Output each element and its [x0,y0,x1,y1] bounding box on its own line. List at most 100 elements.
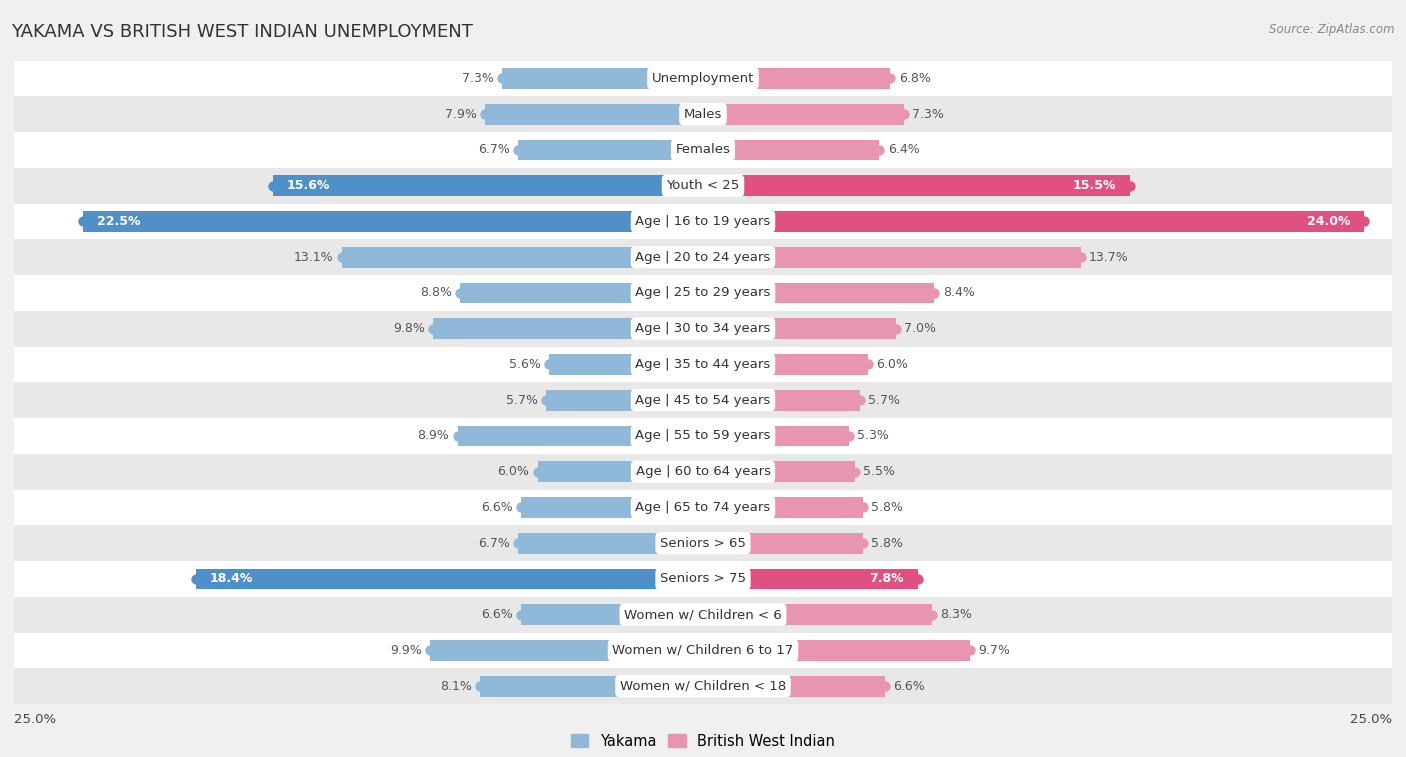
Bar [703,282,935,304]
Point [844,466,866,478]
Point [1119,179,1142,192]
Point [72,216,94,228]
Text: Females: Females [675,143,731,157]
Bar [14,490,1392,525]
Bar [703,211,1364,232]
Bar [14,204,1392,239]
Bar [519,533,703,553]
Bar [14,132,1392,168]
Text: Age | 30 to 34 years: Age | 30 to 34 years [636,322,770,335]
Text: Women w/ Children < 18: Women w/ Children < 18 [620,680,786,693]
Text: 15.6%: 15.6% [287,179,330,192]
Bar [14,311,1392,347]
Text: Youth < 25: Youth < 25 [666,179,740,192]
Point [526,466,548,478]
Text: 6.0%: 6.0% [498,465,530,478]
Bar [703,676,884,696]
Point [330,251,353,263]
Bar [703,68,890,89]
Text: 7.0%: 7.0% [904,322,936,335]
Text: 6.7%: 6.7% [478,537,510,550]
Text: 6.4%: 6.4% [887,143,920,157]
Text: 6.7%: 6.7% [478,143,510,157]
Text: 5.8%: 5.8% [872,501,903,514]
Point [879,73,901,85]
Bar [703,497,863,518]
Bar [485,104,703,125]
Bar [14,61,1392,96]
Bar [522,604,703,625]
Bar [703,425,849,447]
Point [534,394,557,407]
Bar [479,676,703,696]
Text: 7.8%: 7.8% [869,572,904,585]
Text: 13.1%: 13.1% [294,251,333,263]
Text: Age | 25 to 29 years: Age | 25 to 29 years [636,286,770,300]
Text: 5.6%: 5.6% [509,358,540,371]
Text: 6.8%: 6.8% [898,72,931,85]
Text: 8.8%: 8.8% [420,286,453,300]
Point [893,108,915,120]
Text: Women w/ Children < 6: Women w/ Children < 6 [624,608,782,621]
Bar [342,247,703,267]
Text: 5.5%: 5.5% [863,465,894,478]
Text: 9.7%: 9.7% [979,644,1011,657]
Text: Age | 60 to 64 years: Age | 60 to 64 years [636,465,770,478]
Bar [14,668,1392,704]
Text: 18.4%: 18.4% [209,572,253,585]
Point [419,644,441,656]
Point [422,322,444,335]
Text: Age | 45 to 54 years: Age | 45 to 54 years [636,394,770,407]
Point [537,358,560,370]
Point [873,680,896,692]
Text: 6.6%: 6.6% [481,501,513,514]
Text: 15.5%: 15.5% [1073,179,1116,192]
Point [510,501,533,513]
Bar [14,453,1392,490]
Point [184,573,207,585]
Bar [703,604,932,625]
Point [1070,251,1092,263]
Bar [83,211,703,232]
Point [884,322,907,335]
Text: 8.1%: 8.1% [440,680,471,693]
Bar [14,168,1392,204]
Text: 8.3%: 8.3% [941,608,972,621]
Bar [14,525,1392,561]
Text: Age | 16 to 19 years: Age | 16 to 19 years [636,215,770,228]
Point [1353,216,1375,228]
Point [858,358,880,370]
Point [262,179,284,192]
Bar [703,390,860,410]
Point [508,537,530,550]
Bar [703,247,1081,267]
Bar [703,461,855,482]
Point [921,609,943,621]
Legend: Yakama, British West Indian: Yakama, British West Indian [565,728,841,755]
Text: 5.8%: 5.8% [872,537,903,550]
Bar [14,597,1392,633]
Text: 24.0%: 24.0% [1308,215,1351,228]
Text: 5.3%: 5.3% [858,429,889,442]
Bar [703,569,918,589]
Point [447,430,470,442]
Bar [703,354,869,375]
Point [450,287,472,299]
Bar [548,354,703,375]
Text: 6.0%: 6.0% [876,358,908,371]
Text: Age | 20 to 24 years: Age | 20 to 24 years [636,251,770,263]
Text: 8.9%: 8.9% [418,429,450,442]
Text: Unemployment: Unemployment [652,72,754,85]
Bar [522,497,703,518]
Text: Women w/ Children 6 to 17: Women w/ Children 6 to 17 [613,644,793,657]
Point [907,573,929,585]
Bar [703,104,904,125]
Text: 7.9%: 7.9% [446,107,477,120]
Text: Source: ZipAtlas.com: Source: ZipAtlas.com [1270,23,1395,36]
Bar [703,176,1130,196]
Bar [502,68,703,89]
Bar [14,347,1392,382]
Bar [461,282,703,304]
Text: 8.4%: 8.4% [943,286,974,300]
Point [508,144,530,156]
